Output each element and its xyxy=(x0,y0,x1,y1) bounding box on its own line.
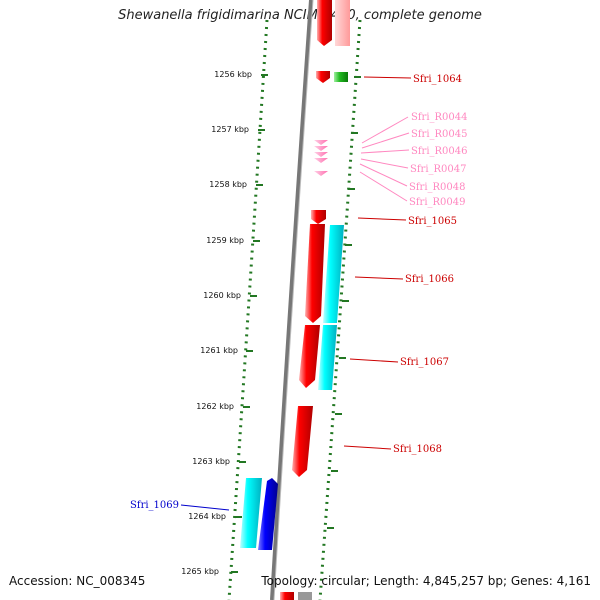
gene-label[interactable]: Sfri_1064 xyxy=(413,74,462,85)
accession-text: Accession: NC_008345 xyxy=(9,574,146,588)
tick-label: 1256 kbp xyxy=(214,70,252,79)
left-tick-ring xyxy=(227,19,269,600)
label-leaders xyxy=(180,76,412,511)
tick-label: 1260 kbp xyxy=(203,291,241,300)
gene-sfri-1065[interactable] xyxy=(311,210,326,224)
right-tick-ring xyxy=(318,19,362,600)
gene-label[interactable]: Sfri_R0047 xyxy=(410,164,467,175)
gene-label[interactable]: Sfri_1066 xyxy=(405,274,454,285)
tick-label: 1257 kbp xyxy=(211,125,249,134)
major-ticks xyxy=(231,74,268,573)
gene-sfri-1067[interactable] xyxy=(299,325,337,390)
partial-gene-bottom[interactable] xyxy=(280,592,312,600)
map-title: Shewanella frigidimarina NCIMB 400, comp… xyxy=(118,8,482,23)
tick-label: 1263 kbp xyxy=(192,457,230,466)
gene-label[interactable]: Sfri_1068 xyxy=(393,444,442,455)
tick-label: 1265 kbp xyxy=(181,567,219,576)
tick-label: 1262 kbp xyxy=(196,402,234,411)
gene-label[interactable]: Sfri_R0046 xyxy=(411,146,468,157)
tick-label: 1258 kbp xyxy=(209,180,247,189)
gene-label[interactable]: Sfri_R0044 xyxy=(411,112,468,123)
gene-label[interactable]: Sfri_R0049 xyxy=(409,197,466,208)
gene-label[interactable]: Sfri_R0045 xyxy=(411,129,468,140)
backbone-highlight xyxy=(273,0,314,600)
gene-label[interactable]: Sfri_1069 xyxy=(130,500,179,511)
tick-label: 1264 kbp xyxy=(188,512,226,521)
gene-label[interactable]: Sfri_1065 xyxy=(408,216,457,227)
genome-backbone xyxy=(270,0,313,600)
trna-cluster[interactable] xyxy=(314,140,328,176)
gene-sfri-1069[interactable] xyxy=(240,478,278,550)
topology-text: Topology: circular; Length: 4,845,257 bp… xyxy=(261,574,591,588)
right-major-ticks xyxy=(327,76,361,529)
tick-label: 1261 kbp xyxy=(200,346,238,355)
gene-sfri-1064[interactable] xyxy=(316,71,348,83)
gene-label[interactable]: Sfri_1067 xyxy=(400,357,449,368)
gene-sfri-1066[interactable] xyxy=(305,224,344,323)
tick-label: 1259 kbp xyxy=(206,236,244,245)
partial-gene-top[interactable] xyxy=(317,0,350,46)
gene-label[interactable]: Sfri_R0048 xyxy=(409,182,466,193)
gene-sfri-1068[interactable] xyxy=(292,406,313,477)
